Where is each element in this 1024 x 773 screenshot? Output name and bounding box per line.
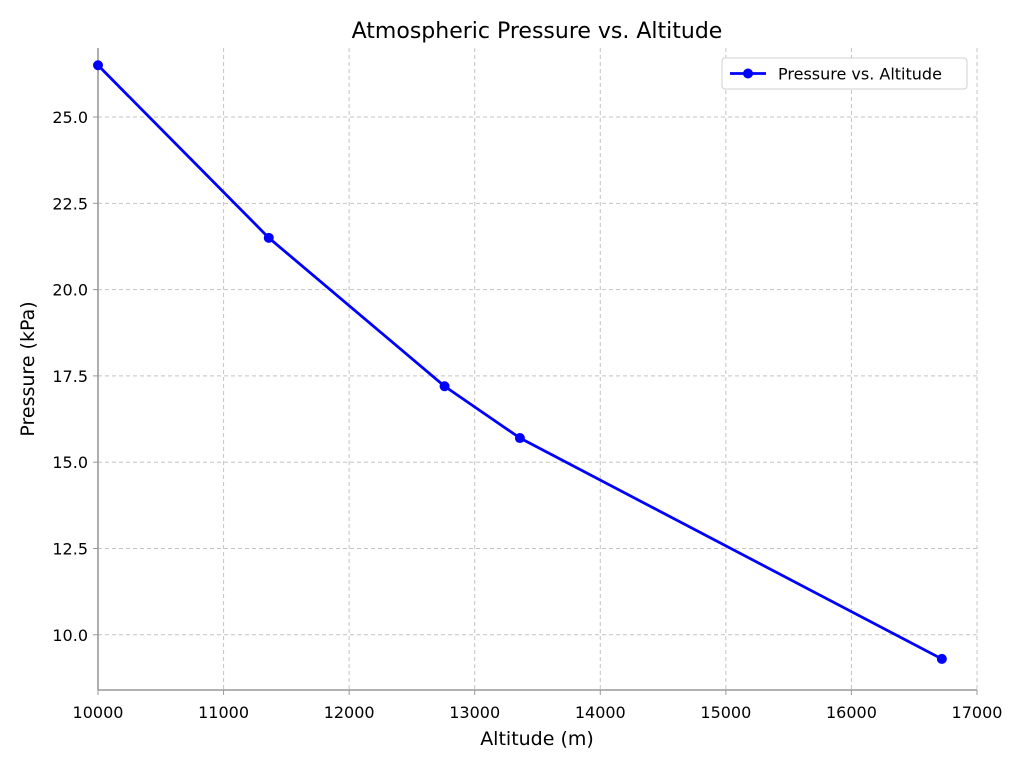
x-tick-label: 10000 xyxy=(73,703,124,722)
tick-labels: 10000 11000 12000 13000 14000 15000 16000 17000… xyxy=(52,108,1002,722)
y-tick-label: 10.0 xyxy=(52,626,88,645)
data-point xyxy=(93,60,103,71)
legend: Pressure vs. Altitude xyxy=(721,57,968,90)
series-layer xyxy=(93,60,947,664)
x-tick-label: 12000 xyxy=(324,703,375,722)
x-tick-label: 13000 xyxy=(449,703,500,722)
data-point xyxy=(263,232,274,243)
x-tick-label: 14000 xyxy=(575,703,626,722)
y-tick-label: 15.0 xyxy=(52,453,88,472)
legend-marker xyxy=(743,68,753,79)
data-point xyxy=(439,381,450,392)
y-tick-label: 25.0 xyxy=(52,108,88,127)
x-axis-label: Altitude (m) xyxy=(480,728,594,750)
grid-lines xyxy=(97,48,978,690)
legend-box xyxy=(721,57,968,90)
y-axis-label: Pressure (kPa) xyxy=(17,301,39,436)
x-tick-label: 15000 xyxy=(700,703,751,722)
y-tick-label: 12.5 xyxy=(52,539,88,558)
data-point xyxy=(514,433,525,444)
data-point xyxy=(936,653,947,664)
legend-label: Pressure vs. Altitude xyxy=(778,65,942,84)
y-tick-label: 22.5 xyxy=(52,194,88,213)
x-tick-label: 11000 xyxy=(198,703,249,722)
axes xyxy=(97,48,977,691)
y-tick-label: 20.0 xyxy=(52,281,88,300)
y-tick-label: 17.5 xyxy=(52,367,88,386)
x-tick-label: 16000 xyxy=(826,703,877,722)
chart-title: Atmospheric Pressure vs. Altitude xyxy=(352,19,723,44)
x-tick-label: 17000 xyxy=(952,703,1003,722)
